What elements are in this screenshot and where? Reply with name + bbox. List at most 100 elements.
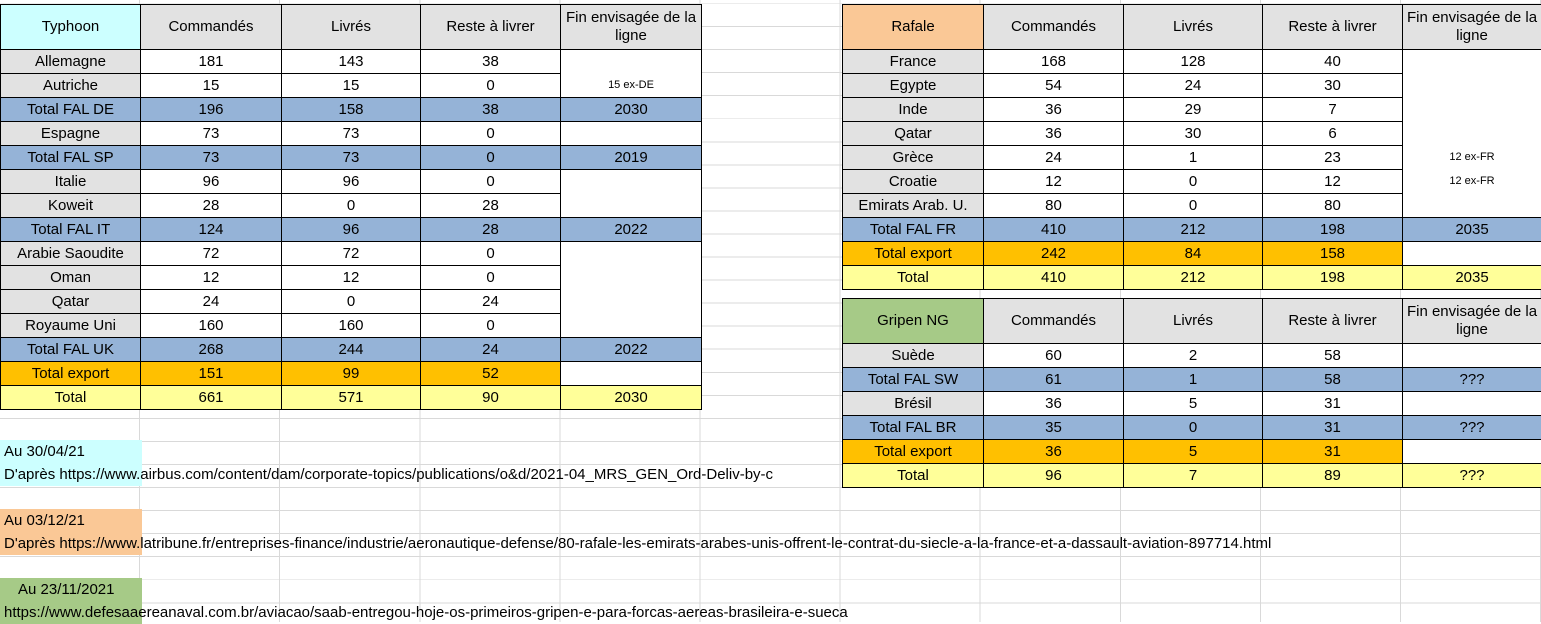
column-header[interactable]: Fin envisagée de la ligne [1403,299,1541,344]
column-header[interactable]: Fin envisagée de la ligne [1403,5,1541,50]
cell[interactable]: 158 [1263,242,1403,266]
cell[interactable]: 28 [421,218,561,242]
cell[interactable] [1403,74,1541,98]
cell[interactable]: 24 [421,290,561,314]
cell[interactable]: 40 [1263,50,1403,74]
cell[interactable]: 96 [141,170,282,194]
cell[interactable]: 31 [1263,392,1403,416]
row-label[interactable]: Inde [843,98,984,122]
cell[interactable] [561,170,702,194]
cell[interactable]: 571 [282,386,421,410]
cell[interactable]: 96 [984,464,1124,488]
cell[interactable]: 36 [984,440,1124,464]
cell[interactable]: 410 [984,266,1124,290]
cell[interactable]: 24 [141,290,282,314]
row-label[interactable]: France [843,50,984,74]
column-header[interactable]: Commandés [984,5,1124,50]
cell[interactable]: 198 [1263,266,1403,290]
cell[interactable]: 30 [1263,74,1403,98]
cell[interactable]: 2035 [1403,266,1541,290]
cell[interactable]: 143 [282,50,421,74]
cell[interactable] [1403,98,1541,122]
row-label[interactable]: Italie [1,170,141,194]
cell[interactable]: 35 [984,416,1124,440]
note-source-url[interactable]: https://www.defesaaereanaval.com.br/avia… [0,601,1534,624]
row-label[interactable]: Total FAL BR [843,416,984,440]
cell[interactable]: 12 [1263,170,1403,194]
cell[interactable]: 244 [282,338,421,362]
row-label[interactable]: Total [843,266,984,290]
cell[interactable]: 58 [1263,368,1403,392]
cell[interactable]: 36 [984,98,1124,122]
cell[interactable] [561,194,702,218]
cell[interactable]: 73 [282,146,421,170]
cell[interactable]: 24 [1124,74,1263,98]
column-header[interactable]: Reste à livrer [421,5,561,50]
cell[interactable]: 80 [1263,194,1403,218]
column-header[interactable]: Commandés [141,5,282,50]
cell[interactable]: 0 [282,194,421,218]
cell[interactable] [1403,122,1541,146]
cell[interactable]: 80 [984,194,1124,218]
row-label[interactable]: Total FAL SW [843,368,984,392]
cell[interactable] [1403,242,1541,266]
cell[interactable]: 2019 [561,146,702,170]
cell[interactable]: 2022 [561,218,702,242]
cell[interactable]: 31 [1263,440,1403,464]
row-label[interactable]: Egypte [843,74,984,98]
cell[interactable]: 0 [421,266,561,290]
cell[interactable]: 7 [1124,464,1263,488]
cell[interactable] [561,122,702,146]
column-header[interactable]: Livrés [1124,5,1263,50]
cell[interactable]: 1 [1124,146,1263,170]
cell[interactable]: 2035 [1403,218,1541,242]
row-label[interactable]: Koweit [1,194,141,218]
cell[interactable]: 72 [282,242,421,266]
cell[interactable]: 160 [141,314,282,338]
cell[interactable]: 99 [282,362,421,386]
rafale-title-cell[interactable]: Rafale [843,5,984,50]
row-label[interactable]: Total FAL FR [843,218,984,242]
cell[interactable]: 12 [984,170,1124,194]
cell[interactable]: 15 [141,74,282,98]
cell[interactable]: 181 [141,50,282,74]
cell[interactable]: 198 [1263,218,1403,242]
cell[interactable]: 0 [421,170,561,194]
cell[interactable] [1403,194,1541,218]
cell[interactable] [1403,50,1541,74]
row-label[interactable]: Total [843,464,984,488]
cell[interactable]: 89 [1263,464,1403,488]
cell[interactable] [561,314,702,338]
row-label[interactable]: Espagne [1,122,141,146]
cell[interactable]: 96 [282,170,421,194]
cell[interactable]: 6 [1263,122,1403,146]
cell[interactable] [561,266,702,290]
cell[interactable]: 168 [984,50,1124,74]
note-date[interactable]: Au 23/11/2021 [0,578,1541,601]
row-label[interactable]: Oman [1,266,141,290]
cell[interactable] [561,290,702,314]
cell[interactable]: 15 [282,74,421,98]
cell[interactable]: ??? [1403,416,1541,440]
cell[interactable]: 268 [141,338,282,362]
cell[interactable]: 158 [282,98,421,122]
row-label[interactable]: Total export [843,242,984,266]
cell[interactable] [1403,392,1541,416]
cell[interactable]: 28 [141,194,282,218]
row-label[interactable]: Autriche [1,74,141,98]
cell[interactable] [561,362,702,386]
row-label[interactable]: Total export [1,362,141,386]
cell[interactable] [561,50,702,74]
cell[interactable]: 0 [1124,170,1263,194]
cell[interactable]: 73 [282,122,421,146]
cell[interactable]: 124 [141,218,282,242]
cell[interactable]: 2 [1124,344,1263,368]
cell[interactable]: 0 [1124,416,1263,440]
cell[interactable]: 2030 [561,98,702,122]
cell[interactable]: 31 [1263,416,1403,440]
cell[interactable]: 58 [1263,344,1403,368]
column-header[interactable]: Commandés [984,299,1124,344]
cell[interactable]: 0 [1124,194,1263,218]
row-label[interactable]: Allemagne [1,50,141,74]
row-label[interactable]: Grèce [843,146,984,170]
